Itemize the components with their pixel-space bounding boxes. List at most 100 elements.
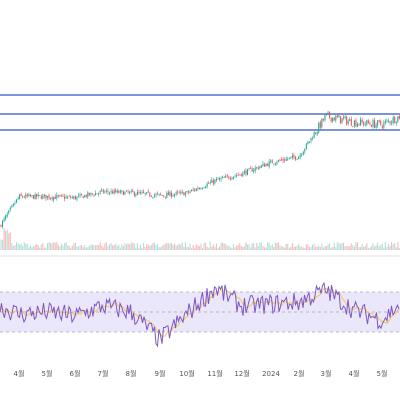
- volume-bar: [361, 244, 363, 250]
- volume-bar: [129, 244, 131, 250]
- volume-bar: [251, 243, 253, 250]
- candle-body: [17, 197, 19, 200]
- volume-bar: [85, 247, 87, 250]
- volume-bar: [246, 244, 248, 250]
- volume-bar: [70, 247, 72, 250]
- volume-bar: [84, 245, 86, 250]
- volume-bar: [312, 244, 314, 250]
- volume-bar: [90, 244, 92, 250]
- volume-bar: [369, 247, 371, 250]
- candle-body: [236, 175, 238, 177]
- candle-body: [82, 196, 84, 199]
- candle-body: [115, 190, 117, 193]
- volume-bar: [77, 246, 80, 250]
- candle-body: [315, 132, 317, 134]
- candle-body: [73, 196, 75, 199]
- candle-body: [147, 191, 149, 193]
- candle-body: [160, 193, 162, 195]
- candle-body: [335, 115, 337, 121]
- candle-body: [288, 157, 290, 159]
- candle-body: [37, 194, 39, 197]
- volume-bar: [279, 245, 281, 250]
- candle-body: [85, 194, 87, 197]
- volume-bar: [243, 246, 245, 250]
- candle-body: [143, 191, 145, 193]
- candle-body: [107, 190, 109, 193]
- candle-body: [118, 191, 120, 193]
- candle-body: [229, 178, 231, 180]
- candle-body: [110, 191, 112, 193]
- candle-body: [332, 117, 334, 122]
- volume-bar: [166, 242, 168, 250]
- volume-bar: [195, 244, 197, 250]
- candle-body: [167, 192, 169, 196]
- candle-body: [257, 167, 259, 169]
- volume-bar: [378, 246, 380, 250]
- candle-body: [349, 119, 351, 122]
- candle-body: [369, 122, 371, 125]
- volume-bar: [74, 242, 76, 250]
- candle-body: [46, 195, 49, 198]
- volume-bar: [242, 246, 244, 250]
- candle-body: [336, 115, 338, 118]
- volume-bar: [12, 245, 14, 250]
- candle-body: [346, 116, 348, 125]
- candle-body: [51, 197, 53, 200]
- volume-bar: [33, 246, 35, 250]
- candle-body: [316, 131, 318, 135]
- volume-bar: [299, 246, 301, 250]
- volume-bar: [96, 245, 98, 250]
- volume-bar: [46, 242, 49, 250]
- volume-bar: [358, 247, 360, 250]
- candle-body: [191, 189, 193, 192]
- volume-bar: [308, 246, 310, 250]
- candle-body: [329, 112, 331, 118]
- candle-body: [397, 116, 399, 122]
- volume-bar: [5, 230, 7, 250]
- candle-body: [260, 165, 262, 168]
- candle-body: [1, 220, 4, 227]
- candle-body: [119, 190, 121, 193]
- volume-bar: [121, 244, 123, 250]
- candle-body: [312, 138, 314, 139]
- candle-body: [263, 163, 266, 167]
- candle-body: [14, 203, 16, 205]
- volume-bar: [192, 245, 194, 250]
- candle-body: [214, 179, 216, 184]
- candle-body: [135, 194, 137, 196]
- volume-bar: [285, 243, 287, 250]
- volume-bar: [225, 243, 227, 250]
- candle-body: [377, 120, 379, 126]
- volume-bar: [262, 246, 264, 250]
- candle-body: [293, 155, 295, 158]
- candle-body: [112, 191, 114, 194]
- volume-bar: [336, 242, 338, 250]
- volume-bar: [245, 242, 247, 250]
- volume-bar: [219, 246, 221, 250]
- volume-bar: [293, 247, 295, 250]
- candle-body: [248, 168, 250, 170]
- candle-body: [380, 121, 382, 125]
- candle-body: [209, 182, 211, 184]
- candle-body: [98, 193, 100, 195]
- candle-body: [231, 178, 233, 180]
- candle-body: [12, 203, 14, 206]
- volume-bar: [1, 240, 4, 250]
- volume-bar: [136, 242, 138, 250]
- candle-body: [282, 159, 284, 161]
- volume-bar: [160, 247, 162, 250]
- candle-body: [76, 196, 78, 200]
- volume-bar: [184, 242, 186, 250]
- volume-bar: [349, 246, 351, 250]
- x-tick-label: 12월: [234, 369, 249, 378]
- volume-bar: [107, 246, 109, 250]
- candle-body: [375, 124, 377, 128]
- volume-bar: [189, 243, 191, 250]
- candle-body: [392, 117, 394, 124]
- candle-body: [284, 159, 286, 161]
- candle-body: [383, 122, 385, 128]
- volume-bar: [34, 245, 36, 250]
- candle-body: [274, 163, 276, 165]
- volume-bar: [39, 247, 41, 250]
